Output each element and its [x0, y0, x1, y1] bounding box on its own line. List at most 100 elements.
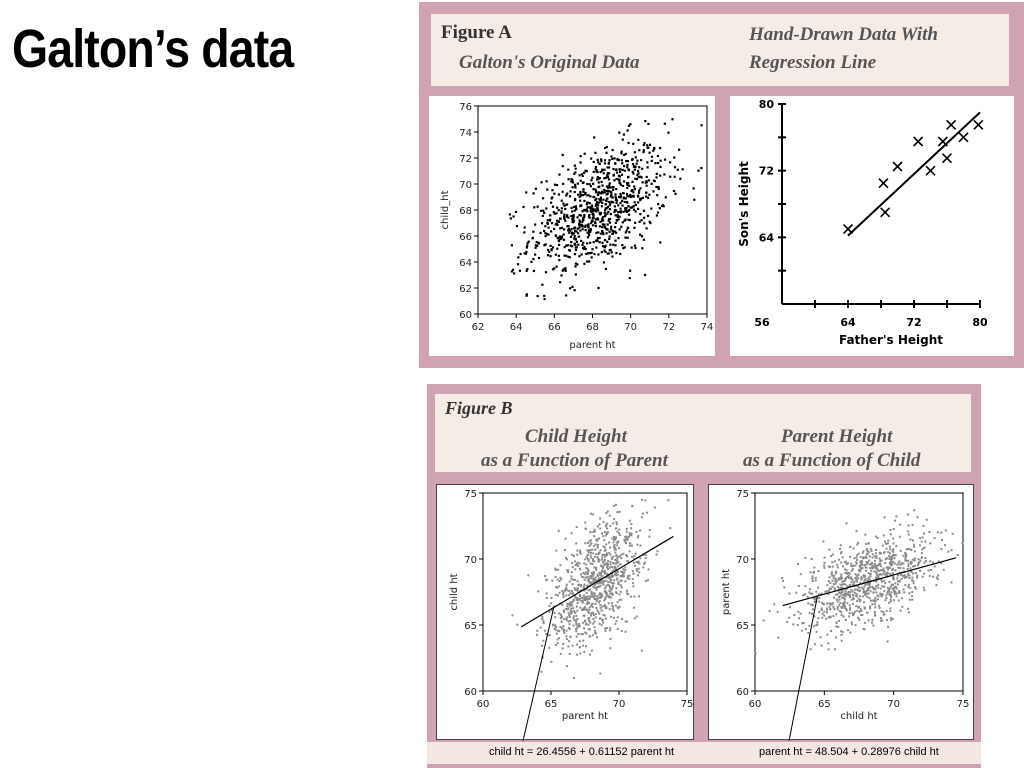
- data-point: [590, 590, 593, 593]
- data-point: [603, 177, 606, 180]
- data-point: [932, 575, 935, 578]
- data-point: [583, 199, 586, 203]
- data-point-x-marker: [946, 119, 957, 130]
- data-point: [543, 298, 546, 301]
- data-point: [633, 201, 636, 204]
- data-point: [588, 213, 591, 217]
- data-point: [626, 589, 629, 592]
- data-point: [565, 558, 568, 561]
- data-point: [875, 591, 878, 594]
- data-point: [829, 565, 832, 568]
- data-point: [587, 558, 590, 561]
- data-point: [831, 574, 834, 577]
- data-point: [821, 616, 824, 619]
- data-point: [556, 223, 559, 227]
- data-point: [570, 214, 573, 218]
- data-point: [605, 151, 608, 154]
- data-point: [599, 170, 602, 174]
- data-point: [615, 251, 618, 255]
- data-point: [616, 600, 619, 603]
- data-point: [548, 604, 551, 607]
- data-point: [608, 577, 611, 580]
- data-point: [890, 617, 893, 620]
- data-point: [854, 577, 857, 580]
- data-point: [566, 589, 569, 592]
- data-point: [856, 559, 859, 562]
- data-point: [831, 585, 834, 588]
- data-point: [607, 200, 610, 204]
- data-point: [592, 214, 595, 217]
- data-point: [850, 569, 853, 572]
- data-point: [608, 589, 611, 592]
- data-point: [574, 564, 577, 567]
- data-point: [917, 558, 920, 561]
- data-point: [863, 579, 866, 582]
- data-point: [598, 225, 602, 228]
- data-point: [556, 578, 559, 581]
- data-point: [630, 206, 633, 209]
- data-point: [796, 624, 799, 627]
- data-point: [580, 575, 583, 578]
- x-tick-label: 65: [545, 699, 558, 710]
- data-point: [547, 226, 550, 229]
- data-point: [604, 534, 607, 537]
- data-point: [608, 249, 611, 252]
- data-point: [614, 558, 617, 561]
- data-point: [629, 123, 632, 126]
- data-point: [553, 627, 556, 630]
- data-point: [637, 169, 640, 173]
- data-point: [814, 579, 817, 582]
- data-point: [884, 558, 887, 561]
- data-point: [544, 225, 547, 228]
- data-point: [843, 603, 846, 606]
- data-point: [589, 195, 592, 198]
- data-point: [610, 200, 613, 203]
- data-point: [941, 539, 944, 542]
- data-point: [619, 575, 622, 578]
- data-point: [636, 574, 639, 577]
- data-point: [606, 573, 609, 576]
- data-point: [841, 556, 844, 559]
- data-point: [595, 246, 598, 249]
- data-point: [815, 590, 818, 593]
- data-point: [626, 577, 629, 580]
- data-point: [643, 222, 646, 225]
- data-point: [601, 569, 604, 572]
- data-point: [608, 235, 611, 238]
- data-point: [551, 189, 554, 192]
- data-point: [593, 530, 596, 533]
- data-point: [545, 180, 548, 183]
- data-point: [589, 621, 592, 624]
- data-point: [860, 609, 863, 612]
- data-point: [634, 246, 637, 250]
- data-point: [593, 626, 596, 629]
- data-point: [600, 251, 603, 254]
- data-point: [588, 544, 591, 547]
- data-point: [539, 626, 542, 629]
- data-point: [848, 584, 851, 587]
- data-point: [609, 553, 612, 556]
- data-point: [637, 176, 640, 179]
- data-point: [835, 621, 838, 624]
- data-point: [888, 566, 891, 569]
- data-point: [648, 220, 651, 223]
- data-point: [596, 539, 599, 542]
- data-point: [605, 591, 608, 594]
- data-point: [801, 622, 804, 625]
- data-point: [807, 602, 810, 605]
- data-point: [923, 589, 926, 592]
- data-point: [626, 226, 629, 229]
- data-point: [599, 517, 602, 520]
- data-point: [568, 602, 571, 605]
- data-point: [618, 605, 621, 608]
- data-point: [892, 542, 895, 545]
- data-point: [890, 591, 893, 594]
- data-point: [583, 583, 586, 586]
- data-point: [850, 562, 853, 565]
- data-point: [578, 646, 581, 649]
- y-tick-label: 70: [736, 555, 749, 566]
- data-point: [874, 603, 877, 606]
- data-point: [566, 603, 569, 606]
- data-point: [606, 522, 609, 525]
